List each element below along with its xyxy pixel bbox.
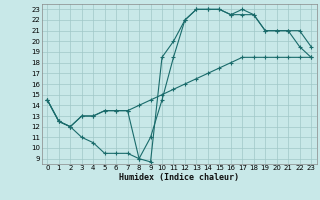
X-axis label: Humidex (Indice chaleur): Humidex (Indice chaleur): [119, 173, 239, 182]
